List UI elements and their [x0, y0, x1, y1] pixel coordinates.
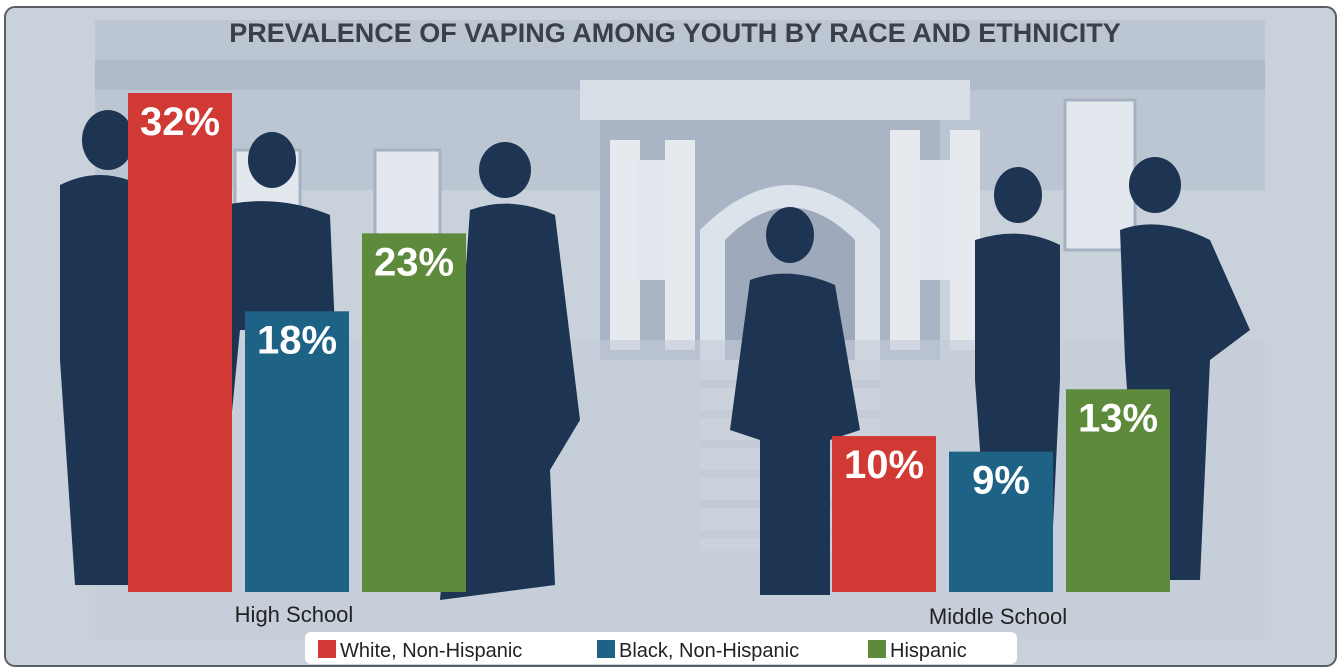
category-label-high-school: High School — [235, 602, 354, 627]
legend-label-white: White, Non-Hispanic — [340, 640, 522, 662]
legend-swatch-black — [597, 640, 615, 658]
bar-label-middle-school-black: 9% — [972, 459, 1030, 503]
bar-label-middle-school-white: 10% — [844, 443, 924, 487]
bar-label-high-school-hispanic: 23% — [374, 240, 454, 284]
bar-high-school-black — [245, 311, 349, 592]
bar-label-high-school-black: 18% — [257, 318, 337, 362]
bar-high-school-white — [128, 93, 232, 592]
chart-title: PREVALENCE OF VAPING AMONG YOUTH BY RACE… — [229, 18, 1121, 48]
legend-swatch-white — [318, 640, 336, 658]
legend-swatch-hispanic — [868, 640, 886, 658]
category-label-middle-school: Middle School — [929, 604, 1067, 629]
legend-label-hispanic: Hispanic — [890, 640, 967, 662]
bar-label-high-school-white: 32% — [140, 100, 220, 144]
legend-background — [305, 632, 1017, 664]
legend: White, Non-Hispanic Black, Non-Hispanic … — [305, 632, 1017, 664]
bar-label-middle-school-hispanic: 13% — [1078, 396, 1158, 440]
bar-middle-school-white — [832, 436, 936, 592]
bar-middle-school-black — [949, 451, 1053, 592]
legend-label-black: Black, Non-Hispanic — [619, 640, 799, 662]
bar-middle-school-hispanic — [1066, 389, 1170, 592]
bars-layer: 32% 18% 23% 10% 9% 13% — [128, 93, 1170, 592]
bar-high-school-hispanic — [362, 233, 466, 592]
